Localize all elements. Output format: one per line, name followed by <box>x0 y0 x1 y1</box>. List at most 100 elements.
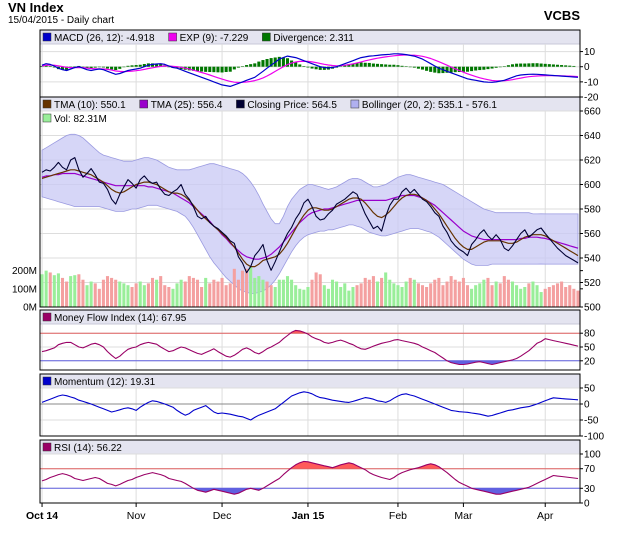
macd-divergence-bar <box>228 66 232 72</box>
macd-divergence-bar <box>359 62 363 67</box>
macd-divergence-bar <box>555 64 560 67</box>
volume-bar <box>322 285 326 307</box>
volume-bar <box>56 273 60 307</box>
macd-divergence-bar <box>498 66 502 68</box>
macd-divergence-bar <box>351 63 355 67</box>
volume-bar <box>330 279 335 307</box>
momentum-legend-label: Momentum (12): 19.31 <box>54 377 156 388</box>
volume-bar <box>249 267 253 307</box>
volume-bar <box>52 275 56 307</box>
volume-bar <box>400 287 404 307</box>
tma25-line <box>41 172 579 260</box>
macd-divergence-bar <box>429 66 433 72</box>
volume-bar <box>159 276 163 307</box>
volume-bar <box>478 283 482 307</box>
macd-tick-label: -20 <box>584 93 599 104</box>
x-tick-label: Jan 15 <box>292 510 325 522</box>
volume-bar <box>114 279 118 307</box>
macd-divergence-bar <box>543 63 547 67</box>
macd-divergence-bar <box>465 66 470 72</box>
macd-divergence-bar <box>510 64 515 67</box>
volume-bar <box>167 287 171 307</box>
macd-divergence-bar <box>437 66 441 74</box>
volume-bar <box>253 277 257 307</box>
volume-bar <box>224 285 228 307</box>
macd-divergence-bar <box>89 66 93 69</box>
volume-bar <box>118 281 122 307</box>
mfi-legend-band <box>40 310 580 324</box>
rsi-tick-label: 100 <box>584 450 601 461</box>
macd-divergence-bar <box>253 63 257 67</box>
macd-divergence-bar <box>208 66 212 73</box>
macd-divergence-bar <box>535 63 539 67</box>
volume-bar <box>306 287 310 307</box>
volume-bar <box>547 287 551 307</box>
volume-bar <box>277 279 281 307</box>
volume-bar <box>269 285 273 307</box>
macd-divergence-bar <box>425 66 429 71</box>
momentum-legend-swatch <box>42 376 52 386</box>
macd-divergence-bar <box>572 65 576 67</box>
volume-bar <box>465 285 470 307</box>
volume-bar <box>146 283 150 307</box>
macd-line <box>41 53 579 88</box>
macd-divergence-bar <box>527 63 531 67</box>
macd-divergence-bar <box>478 66 482 71</box>
rsi-legend-swatch <box>42 442 52 452</box>
macd-divergence-bar <box>138 64 142 67</box>
macd-divergence-bar <box>474 66 478 71</box>
macd-divergence-bar <box>65 66 69 70</box>
rsi-legend-band <box>40 440 580 454</box>
macd-divergence-bar <box>200 66 204 72</box>
volume-bar <box>486 277 490 307</box>
macd-divergence-bar <box>249 64 253 67</box>
macd-divergence-bar <box>195 66 200 72</box>
volume-bar <box>93 283 97 307</box>
volume-bar <box>122 283 126 307</box>
volume-bar <box>212 279 216 307</box>
macd-divergence-bar <box>118 66 122 69</box>
volume-bar <box>551 285 555 307</box>
volume-bar <box>77 274 81 307</box>
x-tick-label: Apr <box>537 510 554 522</box>
volume-bar <box>175 283 179 307</box>
momentum-legend-band <box>40 374 580 388</box>
tma10-line <box>41 169 579 268</box>
price-tick-label: 200M <box>12 266 37 277</box>
price-tick-label: 540 <box>584 254 601 265</box>
price-tick-label: 100M <box>12 284 37 295</box>
volume-bar <box>461 277 465 307</box>
volume-bar <box>555 283 560 307</box>
volume-bar <box>261 279 265 307</box>
macd-divergence-bar <box>122 66 126 68</box>
macd-divergence-bar <box>257 61 261 67</box>
volume-bar <box>482 279 486 307</box>
volume-bar <box>138 281 142 307</box>
volume-bar <box>412 279 416 307</box>
volume-bar <box>302 289 306 307</box>
x-tick-label: Mar <box>454 510 473 522</box>
rsi-line <box>41 460 579 495</box>
x-tick-label: Oct 14 <box>26 510 58 522</box>
macd-divergence-bar <box>101 66 105 68</box>
macd-divergence-bar <box>204 66 208 72</box>
macd-divergence-bar <box>306 66 310 68</box>
volume-bar <box>539 292 543 307</box>
rsi-overbought-fill <box>42 461 578 469</box>
macd-divergence-bar <box>515 63 519 67</box>
macd-divergence-bar <box>318 66 322 70</box>
volume-bar <box>200 287 204 307</box>
volume-bar <box>183 281 187 307</box>
macd-divergence-bar <box>433 66 437 73</box>
macd-divergence-bar <box>396 65 400 67</box>
macd-divergence-bar <box>52 66 56 68</box>
macd-tick-label: -10 <box>584 77 599 88</box>
macd-legend-label: EXP (9): -7.229 <box>180 33 249 44</box>
volume-bar <box>388 279 392 307</box>
macd-divergence-bar <box>130 65 134 67</box>
volume-bar <box>310 279 314 307</box>
volume-bar <box>420 285 425 307</box>
volume-bar <box>449 276 453 307</box>
mfi-border <box>39 309 581 371</box>
volume-bar <box>179 279 183 307</box>
